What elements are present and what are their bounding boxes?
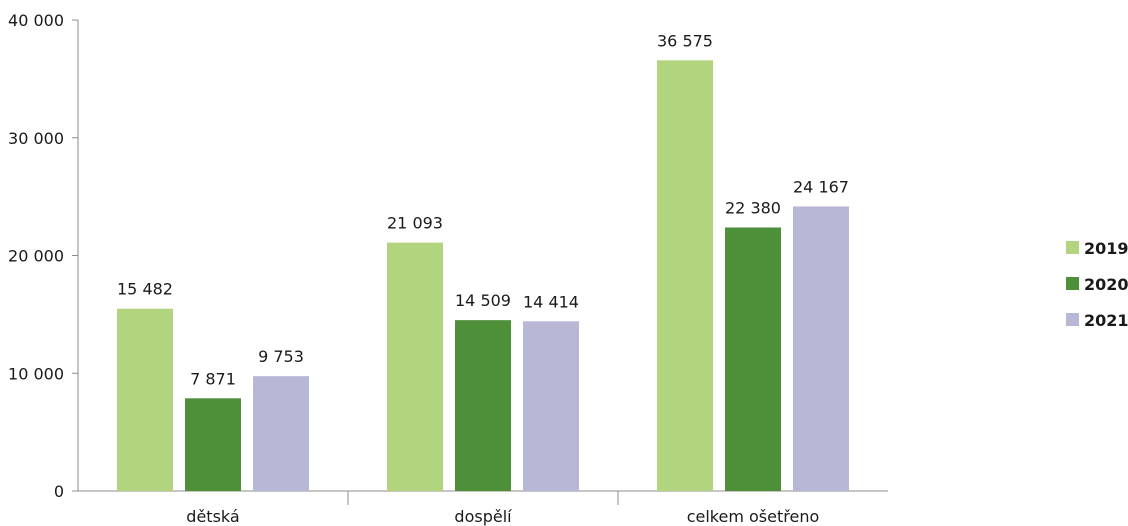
legend-swatch-2020 [1066,277,1079,290]
y-tick-label: 30 000 [8,129,64,148]
y-tick-label: 10 000 [8,364,64,383]
y-tick-label: 40 000 [8,11,64,30]
bar-2019-0 [117,308,173,491]
x-category-label: dětská [186,507,239,526]
data-label: 14 509 [455,291,511,310]
axes: 0 10 000 20 000 30 000 40 000 dětská dospělí ce… [8,11,888,526]
data-label: 21 093 [387,214,443,233]
legend-label: 2021 [1084,311,1128,330]
data-label: 14 414 [523,292,579,311]
bar-2021-2 [793,206,849,491]
legend-label: 2019 [1084,239,1128,258]
y-tick-label: 20 000 [8,247,64,266]
data-label: 36 575 [657,31,713,50]
legend-swatch-2021 [1066,313,1079,326]
bars [117,60,849,491]
bar-2020-1 [455,320,511,491]
data-label: 24 167 [793,177,849,196]
x-category-label: celkem ošetřeno [687,507,820,526]
bar-2019-2 [657,60,713,491]
data-label: 9 753 [258,347,304,366]
data-label: 15 482 [117,280,173,299]
bar-2020-2 [725,227,781,491]
bar-2020-0 [185,398,241,491]
legend-label: 2020 [1084,275,1128,294]
y-tick-label: 0 [54,482,64,501]
x-category-label: dospělí [454,507,512,526]
legend: 2019 2020 2021 [1066,239,1128,330]
legend-swatch-2019 [1066,241,1079,254]
bar-2019-1 [387,242,443,491]
data-label: 7 871 [190,369,236,388]
data-labels: 15 482 7 871 9 753 21 093 14 509 14 414 36 575… [117,31,849,388]
bar-2021-0 [253,376,309,491]
bar-2021-1 [523,321,579,491]
data-label: 22 380 [725,198,781,217]
